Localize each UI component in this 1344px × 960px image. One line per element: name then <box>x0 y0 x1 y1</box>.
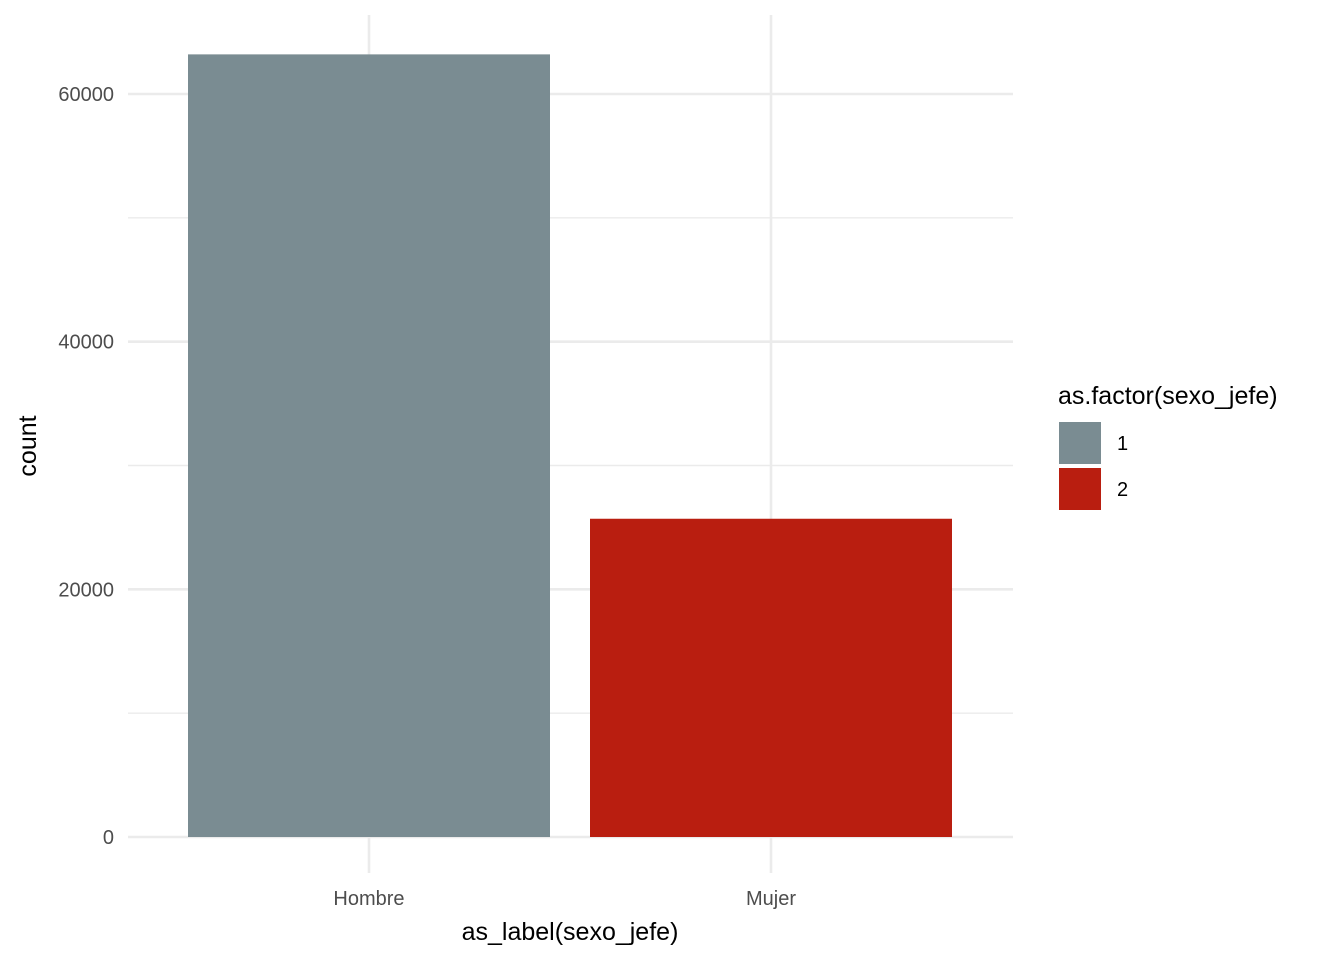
x-tick-label-hombre: Hombre <box>333 888 404 910</box>
bars <box>188 54 952 837</box>
y-tick-label-1: 20000 <box>58 579 114 601</box>
y-axis-title: count <box>14 415 42 476</box>
bar-hombre <box>188 54 550 837</box>
legend-label-2: 2 <box>1117 479 1128 501</box>
x-axis-ticks: Hombre Mujer <box>333 888 796 910</box>
y-tick-label-0: 0 <box>103 827 114 849</box>
legend: as.factor(sexo_jefe) 1 2 <box>1058 382 1278 510</box>
x-tick-label-mujer: Mujer <box>746 888 796 910</box>
y-tick-label-2: 40000 <box>58 332 114 354</box>
y-tick-label-3: 60000 <box>58 84 114 106</box>
legend-label-1: 1 <box>1117 433 1128 455</box>
legend-key-2 <box>1059 468 1101 510</box>
legend-key-1 <box>1059 422 1101 464</box>
x-axis-title: as_label(sexo_jefe) <box>462 918 679 946</box>
y-axis-ticks: 0 20000 40000 60000 <box>58 84 114 849</box>
bar-mujer <box>590 518 952 837</box>
legend-title: as.factor(sexo_jefe) <box>1058 382 1278 410</box>
